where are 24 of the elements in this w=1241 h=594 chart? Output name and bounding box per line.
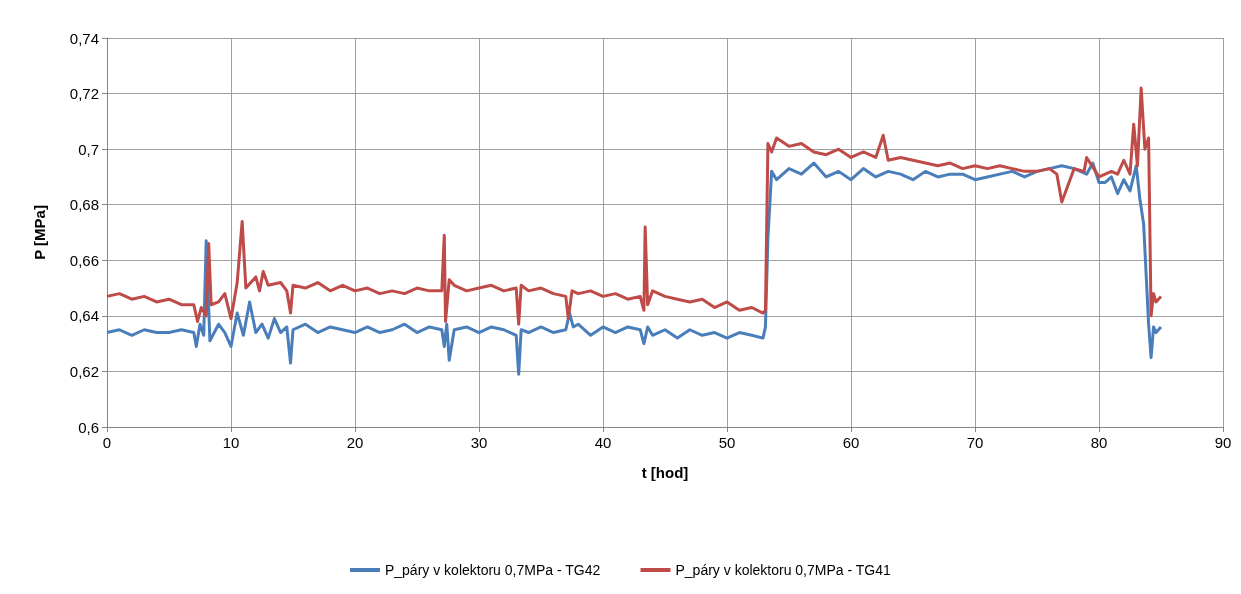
x-tick-label: 30 (470, 434, 488, 451)
y-tick-label: 0,68 (69, 196, 99, 214)
x-tick-label: 70 (966, 434, 984, 451)
legend-label: P_páry v kolektoru 0,7MPa - TG41 (675, 562, 891, 578)
x-tick-label: 90 (1214, 434, 1232, 451)
legend-label: P_páry v kolektoru 0,7MPa - TG42 (384, 562, 601, 578)
y-tick-label: 0,6 (78, 418, 99, 436)
x-tick-label: 40 (594, 434, 612, 451)
x-tick-label: 10 (222, 434, 240, 451)
x-tick-label: 0 (102, 434, 112, 451)
y-tick-label: 0,66 (69, 251, 99, 269)
y-tick-label: 0,62 (69, 362, 99, 380)
y-tick-label: 0,72 (69, 85, 99, 103)
y-tick-label: 0,74 (69, 29, 99, 47)
y-tick-label: 0,64 (69, 307, 99, 325)
x-tick-label: 50 (718, 434, 736, 451)
x-axis-title: t [hod] (641, 464, 689, 481)
y-tick-label: 0,7 (78, 140, 99, 158)
line-series (105, 86, 1163, 326)
x-tick-label: 80 (1090, 434, 1108, 451)
x-tick-label: 20 (346, 434, 364, 451)
x-tick-label: 60 (842, 434, 860, 451)
y-axis-title: P [MPa] (31, 205, 48, 260)
line-series (105, 161, 1163, 376)
